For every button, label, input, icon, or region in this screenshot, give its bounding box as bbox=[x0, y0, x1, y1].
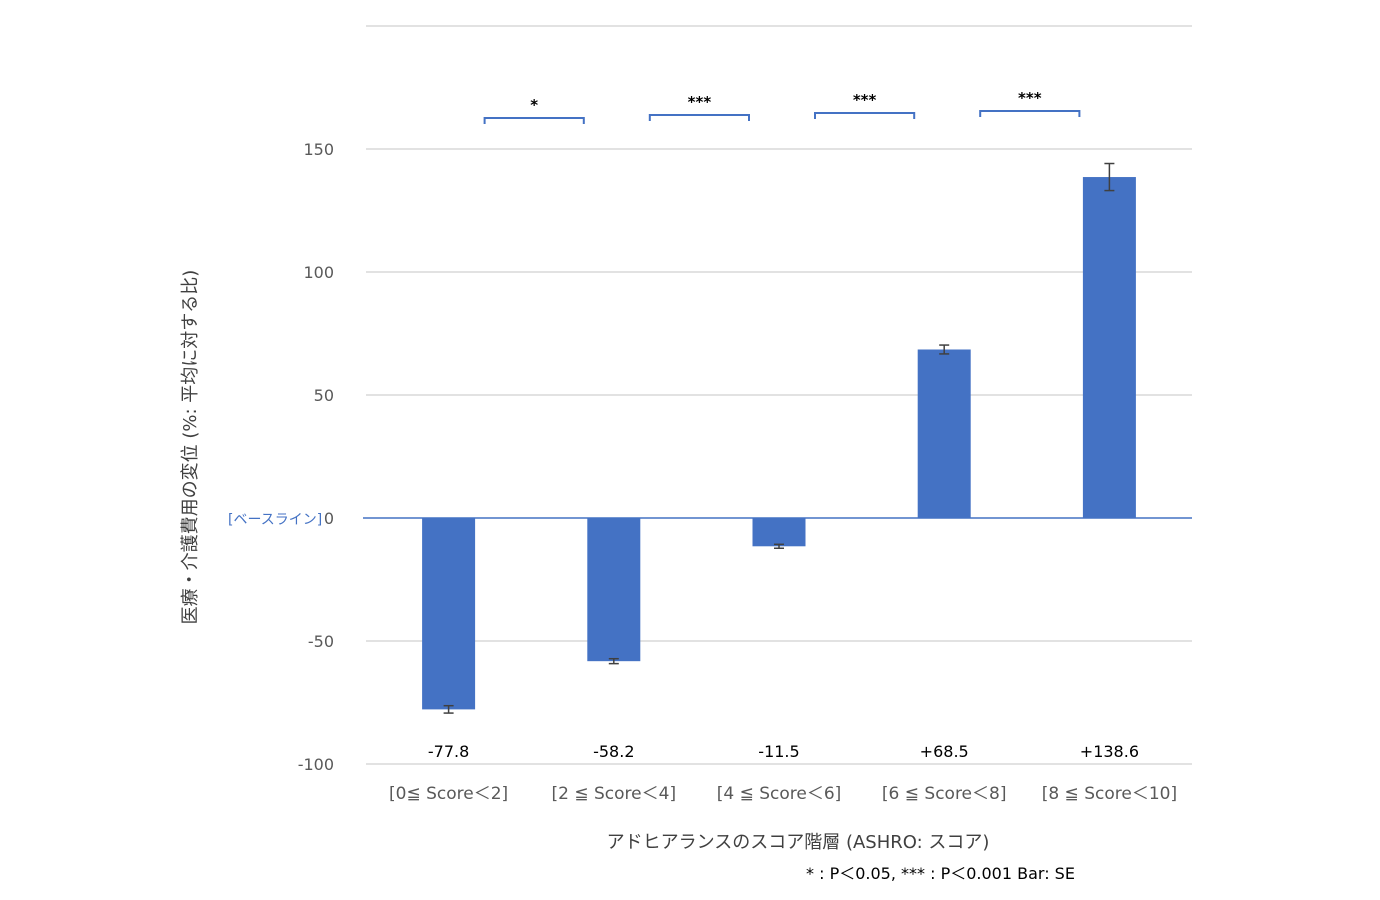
y-tick-label: 150 bbox=[303, 140, 334, 159]
significance-brackets: * *** *** *** bbox=[483, 89, 1081, 124]
baseline-label: [ベースライン] bbox=[228, 512, 322, 528]
category-label: [8 ≦ Score＜10] bbox=[1042, 784, 1177, 804]
significance-bracket bbox=[483, 117, 585, 124]
significance-label: *** bbox=[853, 91, 877, 109]
category-label: [4 ≦ Score＜6] bbox=[717, 784, 842, 804]
footnote: * : P＜0.05, *** : P＜0.001 Bar: SE bbox=[806, 864, 1075, 883]
error-bars bbox=[443, 162, 1115, 714]
bars bbox=[422, 177, 1136, 710]
significance-label: * bbox=[530, 96, 538, 114]
value-label: -58.2 bbox=[593, 742, 634, 761]
bar bbox=[917, 349, 971, 518]
y-tick-label: 50 bbox=[314, 386, 334, 405]
significance-bracket bbox=[979, 110, 1081, 117]
y-tick-labels: 150 100 50 0 -50 -100 bbox=[298, 140, 334, 774]
y-tick-label: -100 bbox=[298, 755, 334, 774]
value-labels: -77.8 -58.2 -11.5 +68.5 +138.6 bbox=[428, 742, 1139, 761]
value-label: -11.5 bbox=[758, 742, 799, 761]
significance-bracket bbox=[648, 114, 750, 121]
x-axis-title: アドヒアランスのスコア階層 (ASHRO: スコア) bbox=[607, 832, 990, 853]
bar bbox=[422, 518, 476, 710]
gridlines bbox=[366, 25, 1192, 765]
value-label: -77.8 bbox=[428, 742, 469, 761]
significance-bracket bbox=[814, 112, 916, 119]
category-label: [0≦ Score＜2] bbox=[389, 784, 508, 804]
value-label: +138.6 bbox=[1080, 742, 1139, 761]
category-label: [2 ≦ Score＜4] bbox=[552, 784, 677, 804]
significance-label: *** bbox=[1018, 89, 1042, 107]
y-tick-label: -50 bbox=[308, 632, 334, 651]
significance-label: *** bbox=[688, 93, 712, 111]
bar bbox=[1082, 177, 1136, 518]
bar bbox=[752, 518, 806, 547]
y-axis-title: 医療・介護費用の変位 (%: 平均に対する比) bbox=[180, 270, 201, 625]
y-tick-label: 100 bbox=[303, 263, 334, 282]
category-label: [6 ≦ Score＜8] bbox=[882, 784, 1007, 804]
bar bbox=[587, 518, 641, 662]
category-labels: [0≦ Score＜2] [2 ≦ Score＜4] [4 ≦ Score＜6] [6… bbox=[389, 784, 1177, 804]
y-tick-label: 0 bbox=[324, 509, 334, 528]
value-label: +68.5 bbox=[920, 742, 969, 761]
